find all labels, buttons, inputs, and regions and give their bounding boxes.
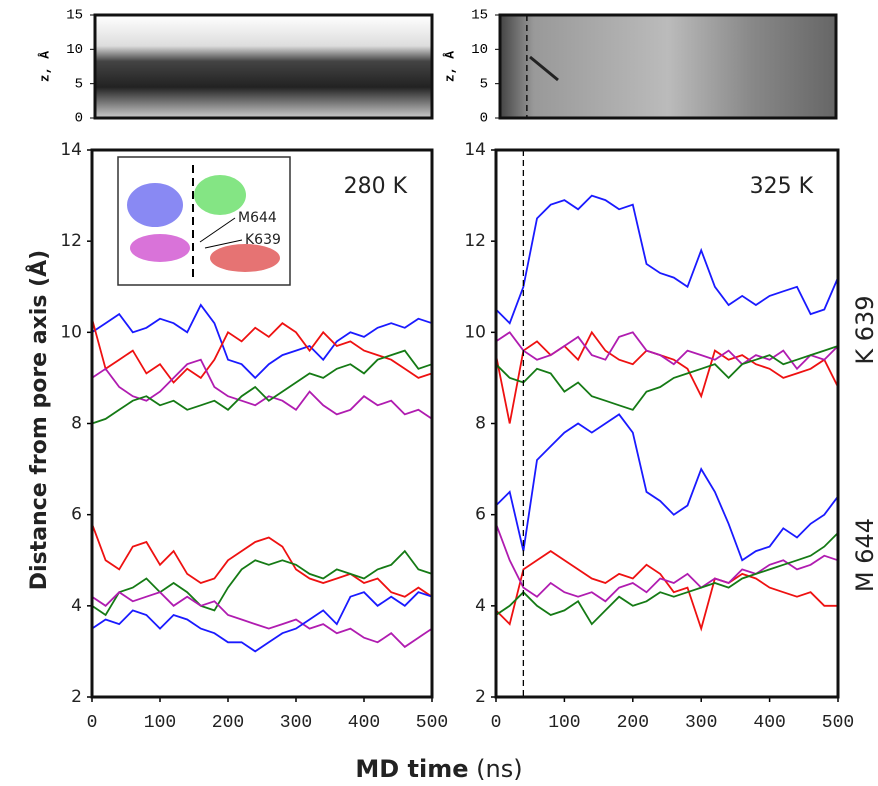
y-tick-label: 10 (464, 322, 486, 342)
series-line (91, 591, 433, 653)
series-line (495, 194, 839, 325)
plot-frame (498, 13, 838, 120)
series-line (495, 331, 839, 371)
x-tick-label: 100 (144, 713, 176, 733)
inset: M644 K639 (117, 156, 291, 286)
x-axis-title-main: MD time (355, 755, 468, 783)
x-axis-unit: (ns) (476, 755, 522, 783)
y-tick-label: 4 (71, 596, 82, 616)
y-tick-label: 12 (464, 231, 486, 251)
x-axis-title: MD time (ns) (355, 755, 522, 783)
x-tick-label: 0 (87, 713, 98, 733)
series-line (91, 358, 433, 420)
y-tick-label: 6 (71, 505, 82, 525)
annotation: 280 K (344, 174, 408, 199)
y-tick-label: 14 (464, 140, 486, 160)
series-line (495, 550, 838, 632)
x-tick-label: 400 (753, 713, 785, 733)
y-tick-label: 5 (75, 76, 83, 92)
series-line (495, 345, 839, 411)
y-tick-label: 0 (75, 111, 83, 127)
series-line (91, 303, 433, 380)
side-label: M 644 (851, 518, 878, 592)
series-line (91, 549, 433, 617)
y-tick-label: 14 (60, 140, 82, 160)
series-line (495, 330, 839, 424)
y-tick-label: 2 (71, 687, 82, 707)
side-label: K 639 (851, 295, 878, 364)
heatmap (500, 15, 836, 118)
y-tick-label: 8 (71, 414, 82, 434)
y-tick-label: 12 (60, 231, 82, 251)
y-tick-label: 6 (475, 505, 486, 525)
inset-label: M644 (238, 210, 277, 226)
x-tick-label: 300 (685, 713, 717, 733)
series-line (495, 532, 839, 626)
inset-label: K639 (245, 232, 281, 248)
series-line (495, 413, 839, 562)
series-line (91, 318, 433, 384)
y-tick-label: 15 (471, 8, 488, 24)
y-axis-title: Distance from pore axis (Å) (26, 250, 52, 590)
y-tick-label: 15 (66, 8, 83, 24)
plot-frame (494, 148, 840, 699)
x-tick-label: 0 (491, 713, 502, 733)
heatmap (95, 15, 432, 118)
x-tick-label: 100 (548, 713, 580, 733)
series-line (91, 523, 433, 598)
series-line (91, 349, 433, 425)
y-tick-label: 5 (480, 76, 488, 92)
y-tick-label: 4 (475, 596, 486, 616)
y-axis-title: z, Å (37, 51, 52, 82)
series-line (91, 591, 433, 649)
plot-frame (90, 148, 434, 699)
x-tick-label: 200 (212, 713, 244, 733)
y-tick-label: 10 (471, 42, 488, 58)
x-tick-label: 200 (617, 713, 649, 733)
x-tick-label: 400 (348, 713, 380, 733)
series-line (495, 523, 839, 603)
y-tick-label: 2 (475, 687, 486, 707)
x-tick-label: 300 (280, 713, 312, 733)
x-tick-label: 500 (822, 713, 854, 733)
annotation: 325 K (750, 174, 814, 199)
y-tick-label: 10 (60, 322, 82, 342)
arrow (529, 55, 559, 82)
y-tick-label: 8 (475, 414, 486, 434)
y-axis-title: z, Å (442, 51, 457, 82)
y-tick-label: 10 (66, 42, 83, 58)
x-tick-label: 500 (416, 713, 448, 733)
plot-frame (93, 13, 434, 120)
y-tick-label: 0 (480, 111, 488, 127)
